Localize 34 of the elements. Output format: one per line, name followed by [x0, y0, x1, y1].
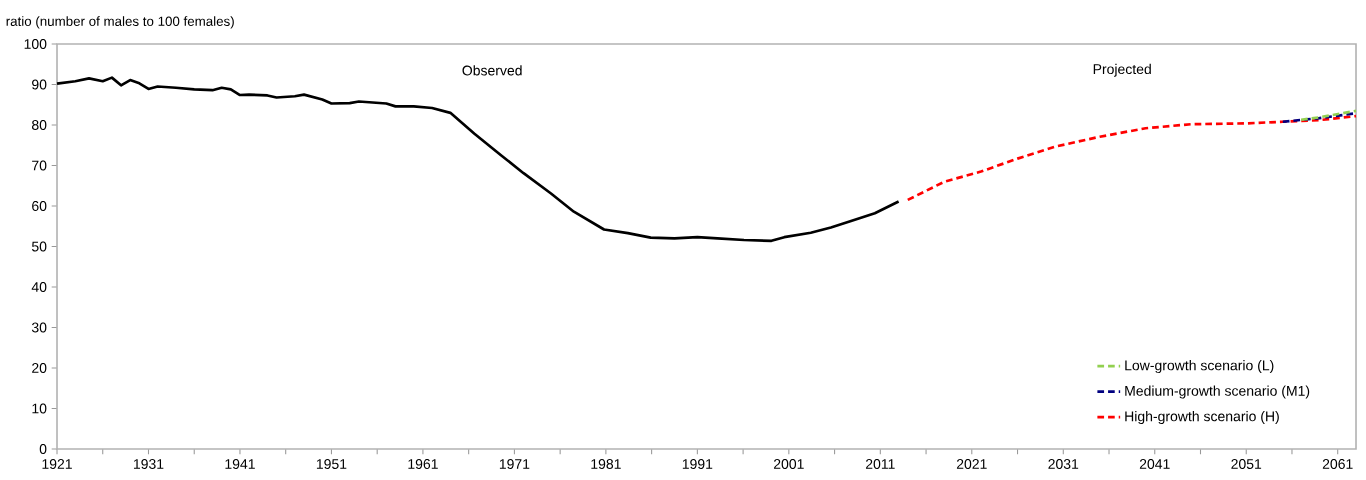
y-tick-label: 30: [31, 322, 47, 333]
x-tick-label: 1951: [316, 459, 347, 469]
y-axis-title: ratio (number of males to 100 females): [6, 16, 234, 29]
y-tick-label: 90: [32, 79, 47, 90]
annotation: Projected: [1093, 63, 1151, 77]
x-tick-label: 1921: [42, 459, 72, 469]
x-tick-label: 2001: [773, 459, 804, 469]
annotation: Observed: [462, 65, 522, 76]
legend-label: Medium-growth scenario (M1): [1125, 385, 1310, 399]
x-tick-label: 1961: [408, 459, 438, 469]
y-tick-label: 0: [39, 444, 47, 454]
legend-label: High-growth scenario (H): [1125, 411, 1279, 425]
x-tick-label: 2011: [865, 459, 895, 469]
x-tick-label: 1981: [591, 459, 621, 469]
y-tick-label: 100: [24, 39, 47, 49]
y-tick-label: 60: [32, 201, 47, 211]
x-tick-label: 2031: [1048, 459, 1079, 469]
line-series: [55, 76, 900, 243]
x-tick-label: 1991: [682, 459, 713, 469]
x-tick-label: 1941: [225, 459, 255, 469]
x-tick-label: 2021: [956, 459, 987, 469]
line-series: [906, 114, 1358, 202]
x-tick-label: 2051: [1231, 459, 1262, 469]
x-tick-label: 1931: [133, 459, 164, 469]
legend-label: Low-growth scenario (L): [1125, 360, 1274, 374]
y-tick-label: 20: [32, 363, 47, 373]
y-tick-label: 40: [31, 282, 47, 292]
x-tick-label: 2061: [1322, 459, 1353, 469]
y-tick-label: 80: [32, 120, 47, 130]
y-tick-label: 50: [31, 241, 47, 252]
y-tick-label: 10: [32, 403, 47, 414]
x-tick-label: 2041: [1139, 459, 1170, 469]
x-tick-label: 1971: [499, 459, 530, 469]
y-tick-label: 70: [32, 160, 47, 171]
